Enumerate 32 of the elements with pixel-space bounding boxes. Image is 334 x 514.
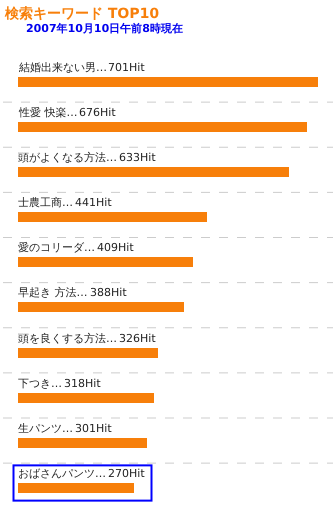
data-label: 409Hit	[97, 241, 134, 254]
y-tick-label: おばさんパンツ…	[18, 467, 106, 480]
data-label: 441Hit	[75, 196, 112, 209]
y-tick-label: 頭を良くする方法…	[18, 332, 117, 345]
bar	[18, 77, 318, 87]
chart-title: 検索キーワード TOP10	[4, 6, 160, 22]
data-label: 301Hit	[75, 422, 112, 435]
bar	[18, 438, 147, 448]
y-tick-label: 愛のコリーダ…	[18, 241, 95, 254]
bar	[18, 393, 154, 403]
y-tick-label: 下つき…	[18, 377, 62, 390]
bar	[18, 212, 207, 222]
data-label: 318Hit	[64, 377, 102, 390]
bar	[18, 483, 134, 493]
bar	[18, 348, 158, 358]
y-tick-label: 士農工商…	[18, 196, 73, 209]
data-label: 676Hit	[79, 106, 116, 119]
data-label: 701Hit	[108, 61, 146, 74]
y-tick-label: 結婚出来ない男…	[18, 61, 107, 74]
bar	[18, 122, 307, 132]
data-label: 270Hit	[108, 467, 146, 480]
bar	[18, 257, 193, 267]
y-tick-label: 頭がよくなる方法…	[18, 151, 117, 164]
chart-subtitle: 2007年10月10日午前8時現在	[26, 22, 183, 35]
bar	[18, 302, 184, 312]
y-tick-label: 生パンツ…	[18, 422, 73, 435]
data-label: 326Hit	[119, 332, 156, 345]
y-tick-label: 早起き 方法…	[18, 286, 88, 299]
bar	[18, 167, 289, 177]
data-label: 388Hit	[90, 286, 128, 299]
data-label: 633Hit	[119, 151, 156, 164]
y-tick-label: 性愛 快楽…	[18, 106, 78, 119]
